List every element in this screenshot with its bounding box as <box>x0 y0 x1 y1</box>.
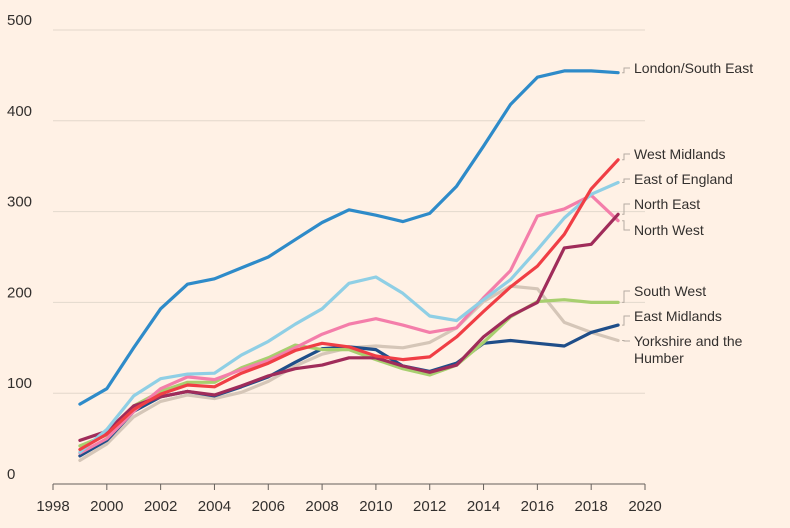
x-axis <box>52 483 646 490</box>
series-line-yorkshire-and-the-humber <box>78 284 620 462</box>
label-leaders <box>622 67 630 342</box>
x-tick-label: 2008 <box>305 498 338 515</box>
series-line-south-west <box>78 298 620 448</box>
x-tick-label: 2014 <box>467 498 500 515</box>
y-axis-tick-labels: 0 100 200 300 400 500 <box>7 12 32 483</box>
y-tick-label: 500 <box>7 12 32 29</box>
series-label: London/South East <box>634 60 753 76</box>
x-tick-label: 2020 <box>628 498 661 515</box>
y-tick-label: 200 <box>7 284 32 301</box>
label-leader <box>622 203 630 215</box>
x-tick-label: 2006 <box>252 498 285 515</box>
series-label: South West <box>634 283 706 299</box>
x-tick-label: 2004 <box>198 498 231 515</box>
series-label: North East <box>634 196 700 212</box>
y-tick-label: 400 <box>7 103 32 120</box>
y-tick-label: 300 <box>7 194 32 211</box>
label-leader <box>622 178 630 183</box>
series-label: East Midlands <box>634 308 722 324</box>
label-leader <box>622 220 630 231</box>
x-tick-label: 2016 <box>521 498 554 515</box>
label-leader <box>622 315 630 326</box>
series-label: Yorkshire and the Humber <box>634 333 743 366</box>
x-tick-label: 2010 <box>359 498 392 515</box>
label-leader <box>622 290 630 303</box>
x-tick-label: 1998 <box>36 498 69 515</box>
x-tick-label: 2000 <box>90 498 123 515</box>
series-label: West Midlands <box>634 146 726 162</box>
series-line-west-midlands <box>78 158 620 452</box>
label-leader <box>622 153 630 161</box>
x-tick-label: 2012 <box>413 498 446 515</box>
y-tick-label: 100 <box>7 375 32 392</box>
label-leader <box>622 67 630 74</box>
series-line-london-south-east <box>78 69 620 406</box>
series-line-north-west <box>78 193 620 455</box>
label-leader <box>622 340 630 342</box>
x-tick-label: 2018 <box>574 498 607 515</box>
series-line-east-of-england <box>78 180 620 454</box>
x-tick-label: 2002 <box>144 498 177 515</box>
y-tick-label: 0 <box>7 466 15 483</box>
series-lines <box>78 69 620 462</box>
series-line-north-east <box>78 212 620 442</box>
x-axis-tick-labels: 1998 2000 2002 2004 2006 2008 2010 2012 2014 2016… <box>36 498 661 515</box>
series-labels: London/South East West Midlands East of En… <box>634 60 753 366</box>
series-label: North West <box>634 222 704 238</box>
series-label: East of England <box>634 171 733 187</box>
